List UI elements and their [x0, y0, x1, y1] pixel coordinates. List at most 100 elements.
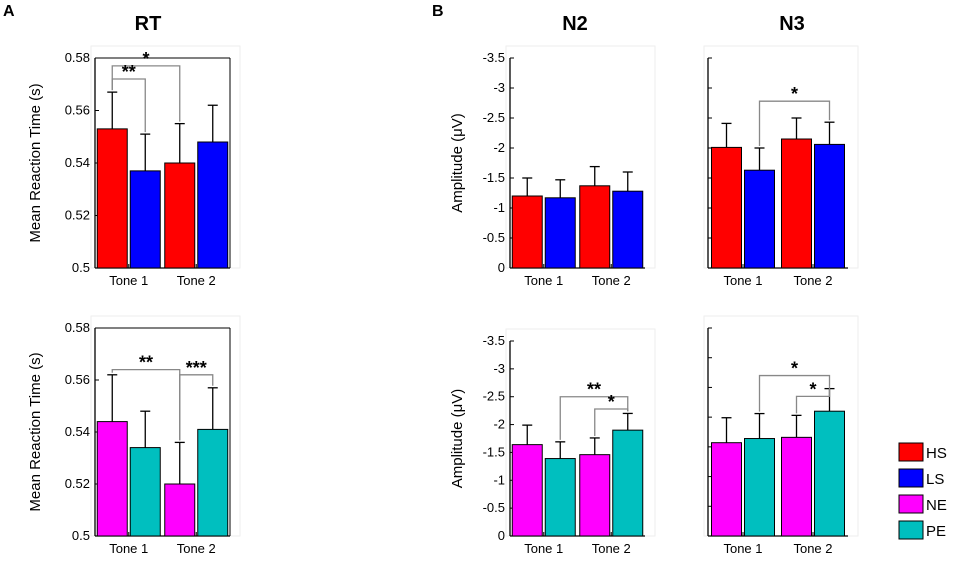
title-rt: RT [135, 13, 162, 35]
significance-bracket [111, 78, 146, 133]
legend-swatch-ls [898, 468, 924, 488]
y-tick-label: -1.5 [483, 170, 505, 185]
y-tick-label: 0.58 [65, 50, 90, 65]
y-tick-label: -2 [493, 140, 505, 155]
y-tick-label: 0.54 [65, 424, 90, 439]
bar-hs [579, 185, 611, 269]
bar-ne [164, 483, 196, 537]
significance-bracket [179, 374, 214, 441]
significance-bracket [758, 374, 831, 412]
title-n3: N3 [779, 13, 805, 35]
significance-label: *** [186, 358, 207, 378]
significance-bracket [111, 65, 181, 122]
x-tick-label: Tone 2 [793, 273, 832, 288]
y-tick-label: 0 [498, 260, 505, 275]
y-tick-label: 0.52 [65, 208, 90, 223]
y-tick-label: -1.5 [483, 444, 505, 459]
y-tick-label: -0.5 [483, 230, 505, 245]
legend-swatch-hs [898, 442, 924, 462]
significance-label: * [142, 49, 149, 69]
panel-label-b: B [432, 3, 444, 20]
significance-bracket [594, 408, 629, 436]
x-tick-label: Tone 2 [177, 541, 216, 556]
bar-ne [511, 444, 543, 537]
title-n2: N2 [562, 13, 588, 35]
y-tick-label: -3 [493, 361, 505, 376]
x-tick-label: Tone 2 [793, 541, 832, 556]
bar-ls [744, 169, 775, 269]
y-tick-label: -2.5 [483, 110, 505, 125]
significance-label: * [791, 84, 798, 104]
y-axis-label: Amplitude (μV) [449, 113, 466, 213]
x-tick-label: Tone 2 [592, 273, 631, 288]
significance-label: ** [587, 380, 601, 400]
significance-bracket [758, 100, 831, 146]
chart-n3-top: Tone 1 Tone 2 * [703, 45, 859, 288]
bar-hs [711, 146, 742, 269]
legend-swatch-ne [898, 494, 924, 514]
significance-label: * [791, 359, 798, 379]
chart-rt-bottom: 0.5 0.52 0.54 0.56 0.58 Mean Reaction Time (s… [27, 315, 241, 556]
bar-pe [612, 429, 644, 537]
significance-label: ** [139, 353, 153, 373]
y-tick-label: 0.5 [72, 528, 90, 543]
x-tick-label: Tone 1 [524, 273, 563, 288]
bar-hs [511, 195, 543, 269]
bar-pe [814, 410, 845, 537]
x-tick-label: Tone 2 [592, 541, 631, 556]
y-tick-label: 0.5 [72, 260, 90, 275]
y-tick-label: 0.52 [65, 476, 90, 491]
y-axis-label: Mean Reaction Time (s) [27, 83, 44, 242]
legend: HS LS NE PE [898, 442, 947, 540]
x-tick-label: Tone 1 [723, 273, 762, 288]
bar-ne [96, 421, 128, 537]
y-tick-label: -3 [493, 80, 505, 95]
significance-label: ** [122, 62, 136, 82]
legend-label-hs: HS [926, 445, 947, 462]
bar-ls [612, 190, 644, 269]
bar-ne [711, 442, 742, 537]
bar-hs [781, 138, 812, 269]
bar-pe [544, 458, 576, 537]
y-tick-label: 0 [498, 528, 505, 543]
x-tick-label: Tone 1 [723, 541, 762, 556]
chart-n2-bottom: 0 -0.5 -1 -1.5 -2 -2.5 -3 -3.5 Amplitude (μV) Ton… [449, 328, 656, 556]
significance-label: * [608, 392, 615, 412]
bar-hs [96, 128, 128, 269]
bar-ne [579, 454, 611, 537]
y-tick-label: 0.56 [65, 103, 90, 118]
y-tick-label: 0.58 [65, 320, 90, 335]
bar-ne [781, 436, 812, 537]
y-tick-label: -3.5 [483, 333, 505, 348]
significance-bracket [795, 386, 831, 414]
x-tick-label: Tone 1 [109, 273, 148, 288]
y-axis-label: Mean Reaction Time (s) [27, 352, 44, 511]
chart-n3-bottom: Tone 1 Tone 2 * * [703, 315, 859, 556]
bar-pe [129, 447, 161, 537]
chart-rt-top: 0.5 0.52 0.54 0.56 0.58 Mean Reaction Time (s… [27, 45, 241, 288]
y-tick-label: -2.5 [483, 389, 505, 404]
y-axis-label: Amplitude (μV) [449, 389, 466, 489]
y-tick-label: -0.5 [483, 500, 505, 515]
significance-bracket [559, 396, 629, 440]
x-tick-label: Tone 2 [177, 273, 216, 288]
x-tick-label: Tone 1 [524, 541, 563, 556]
bar-pe [744, 438, 775, 537]
bar-pe [197, 428, 229, 537]
charts-group: 0.5 0.52 0.54 0.56 0.58 Mean Reaction Time (s… [27, 45, 859, 556]
bar-hs [164, 162, 196, 269]
legend-swatch-pe [898, 520, 924, 540]
y-tick-label: -1 [493, 200, 505, 215]
panel-label-a: A [3, 3, 15, 20]
legend-label-pe: PE [926, 523, 946, 540]
bar-ls [197, 141, 229, 269]
y-tick-label: 0.54 [65, 155, 90, 170]
chart-n2-top: 0 -0.5 -1 -1.5 -2 -2.5 -3 -3.5 Amplitude (μV) Ton… [449, 45, 656, 288]
bar-ls [814, 143, 845, 269]
bar-ls [129, 170, 161, 269]
y-tick-label: -1 [493, 472, 505, 487]
bar-ls [544, 197, 576, 269]
legend-label-ls: LS [926, 471, 944, 488]
x-tick-label: Tone 1 [109, 541, 148, 556]
